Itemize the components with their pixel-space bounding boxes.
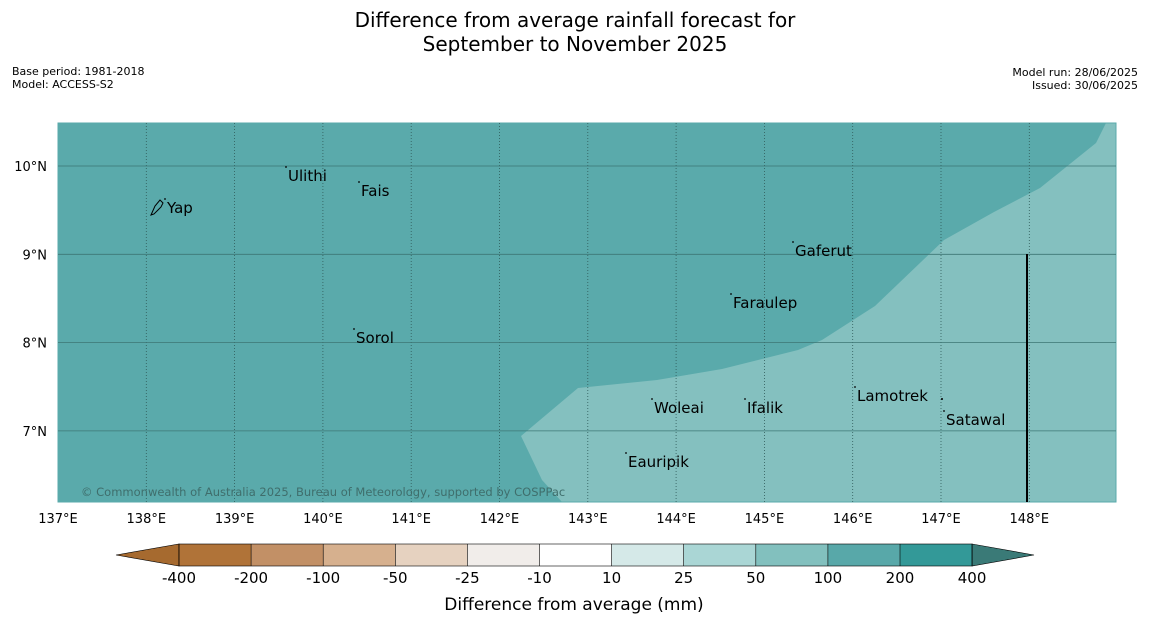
yap-island-outline [150,199,164,216]
map-frame [57,122,1117,503]
legend-tick-label: 50 [746,569,765,587]
legend-tick-labels: -400 -200 -100 -50 -25 -10 10 25 50 100 200 400 [162,544,986,587]
legend-extend-low [115,543,180,567]
longitude-label: 138°E [127,512,167,527]
longitude-label: 140°E [303,512,343,527]
legend-color-bin [251,544,324,566]
place-marker [792,241,794,243]
meta-left: Base period: 1981-2018 Model: ACCESS-S2 [12,65,144,91]
place-label: Sorol [356,329,394,347]
longitude-label: 147°E [921,512,961,527]
base-period-text: Base period: 1981-2018 [12,65,145,78]
legend-color-bin [323,544,396,566]
map-title: Difference from average rainfall forecas… [0,8,1150,56]
legend-tick-label: 100 [814,569,843,587]
legend-extend-high [971,543,1035,567]
place-marker [353,328,355,330]
place-marker [625,452,627,454]
legend-colorbar [115,543,1035,567]
legend-tick-label: 10 [602,569,621,587]
latitude-labels: 10°N 9°N 8°N 7°N [14,160,47,440]
model-text: Model: ACCESS-S2 [12,78,114,91]
legend-tick-label: -50 [383,569,408,587]
title-line-1: Difference from average rainfall forecas… [354,8,796,32]
longitude-labels: 137°E 138°E 139°E 140°E 141°E 142°E 143°E 144°E… [38,512,1049,527]
place-marker [164,198,166,200]
longitude-label: 139°E [215,512,255,527]
legend-tick-label: -25 [455,569,480,587]
place-label: Ulithi [288,167,327,185]
legend-color-bin [179,544,252,566]
place-label: Woleai [654,399,704,417]
latitude-label: 8°N [23,337,48,352]
longitude-label: 148°E [1010,512,1050,527]
latitude-label: 7°N [23,425,48,440]
issued-text: Issued: 30/06/2025 [1031,79,1138,92]
legend-color-bin [539,544,612,566]
place-label: Yap [166,199,193,217]
copyright-text: © Commonwealth of Australia 2025, Bureau… [81,485,565,499]
legend-color-bin [611,544,684,566]
place-label: Fais [361,182,390,200]
place-label: Satawal [946,411,1005,429]
longitude-label: 143°E [568,512,608,527]
legend-tick-label: 200 [886,569,915,587]
place-marker [943,410,945,412]
model-run-text: Model run: 28/06/2025 [1012,66,1138,79]
place-marker [651,398,653,400]
longitude-label: 141°E [391,512,431,527]
graticule [58,123,1116,502]
legend-tick-label: -200 [234,569,268,587]
place-label: Eauripik [628,453,689,471]
place-label: Ifalik [747,399,783,417]
legend-tick-label: 400 [958,569,987,587]
legend-color-bin [827,544,900,566]
legend-tick-label: -400 [162,569,196,587]
place-label: Lamotrek [857,387,928,405]
longitude-label: 137°E [38,512,78,527]
place-marker [854,386,856,388]
legend-color-bin [900,544,973,566]
islet-marker [941,398,943,400]
place-marker [358,181,360,183]
map-area-light-region [521,123,1116,502]
longitude-label: 145°E [745,512,785,527]
place-label: Gaferut [795,242,852,260]
legend-tick-label: -10 [527,569,552,587]
longitude-label: 142°E [480,512,520,527]
longitude-label: 146°E [833,512,873,527]
place-marker [730,293,732,295]
legend-tick-label: -100 [306,569,340,587]
longitude-label: 144°E [656,512,696,527]
place-marker [744,398,746,400]
title-line-2: September to November 2025 [422,32,728,56]
legend-color-bin [683,544,756,566]
meta-right: Model run: 28/06/2025 Issued: 30/06/2025 [1012,66,1138,92]
legend-tick-label: 25 [674,569,693,587]
place-labels: Yap Ulithi Fais Gaferut Faraulep Sorol Lamotre… [164,166,1005,471]
legend-color-bin [755,544,828,566]
legend-title: Difference from average (mm) [444,595,703,615]
latitude-label: 10°N [14,160,47,175]
latitude-label: 9°N [23,248,48,263]
legend-color-bin [395,544,468,566]
place-label: Faraulep [733,294,797,312]
place-marker [285,166,287,168]
legend-color-bin [467,544,540,566]
